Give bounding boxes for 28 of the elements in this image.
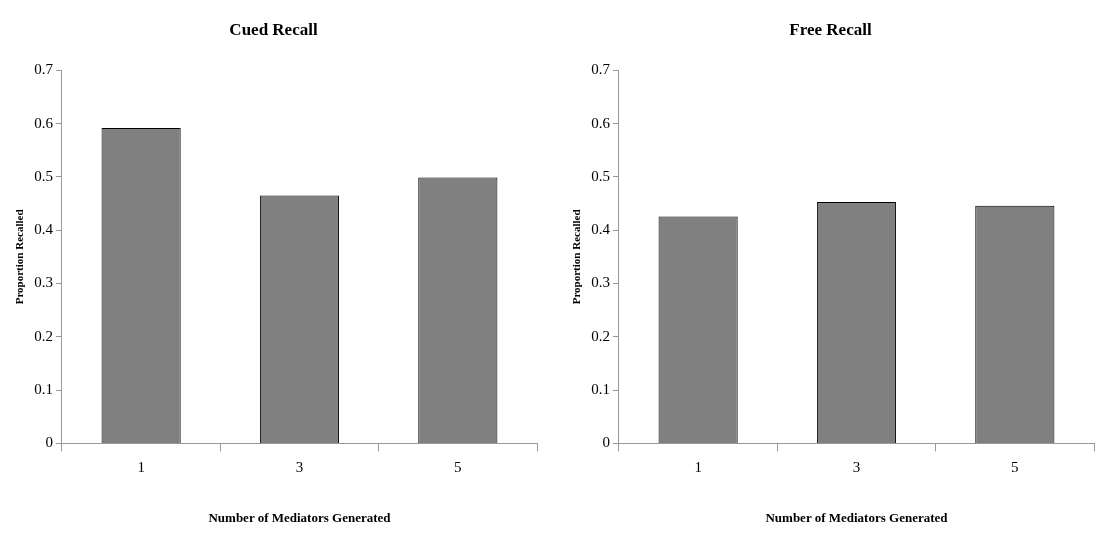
y-tick-label: 0.3 [591,274,610,291]
y-tick-label: 0.2 [34,327,53,344]
x-tick-label: 5 [454,459,462,476]
chart-title: Free Recall [789,19,872,39]
y-tick-label: 0.4 [591,221,611,238]
y-tick-label: 0 [45,434,53,451]
y-tick-label: 0.2 [591,327,610,344]
y-tick-label: 0.1 [34,381,53,398]
y-tick-label: 0 [602,434,610,451]
x-tick-label: 1 [694,459,702,476]
x-axis-title: Number of Mediators Generated [208,509,392,525]
y-tick-label: 0.4 [34,221,54,238]
x-tick-label: 3 [852,459,861,476]
x-tick-label: 3 [295,459,304,476]
y-tick-label: 0.3 [34,274,53,291]
chart-title: Cued Recall [229,19,318,39]
y-tick-label: 0.7 [591,61,611,78]
x-tick-label: 5 [1011,459,1019,476]
y-tick-label: 0.6 [34,114,54,131]
y-tick-label: 0.7 [34,61,54,78]
y-axis-title: Proportion Recalled [13,209,26,305]
y-axis-title: Proportion Recalled [570,209,583,305]
y-tick-label: 0.6 [591,114,611,131]
y-tick-label: 0.5 [591,167,610,184]
x-tick-label: 1 [137,459,145,476]
y-tick-label: 0.5 [34,167,53,184]
x-axis-title: Number of Mediators Generated [765,509,949,525]
y-tick-label: 0.1 [591,381,610,398]
